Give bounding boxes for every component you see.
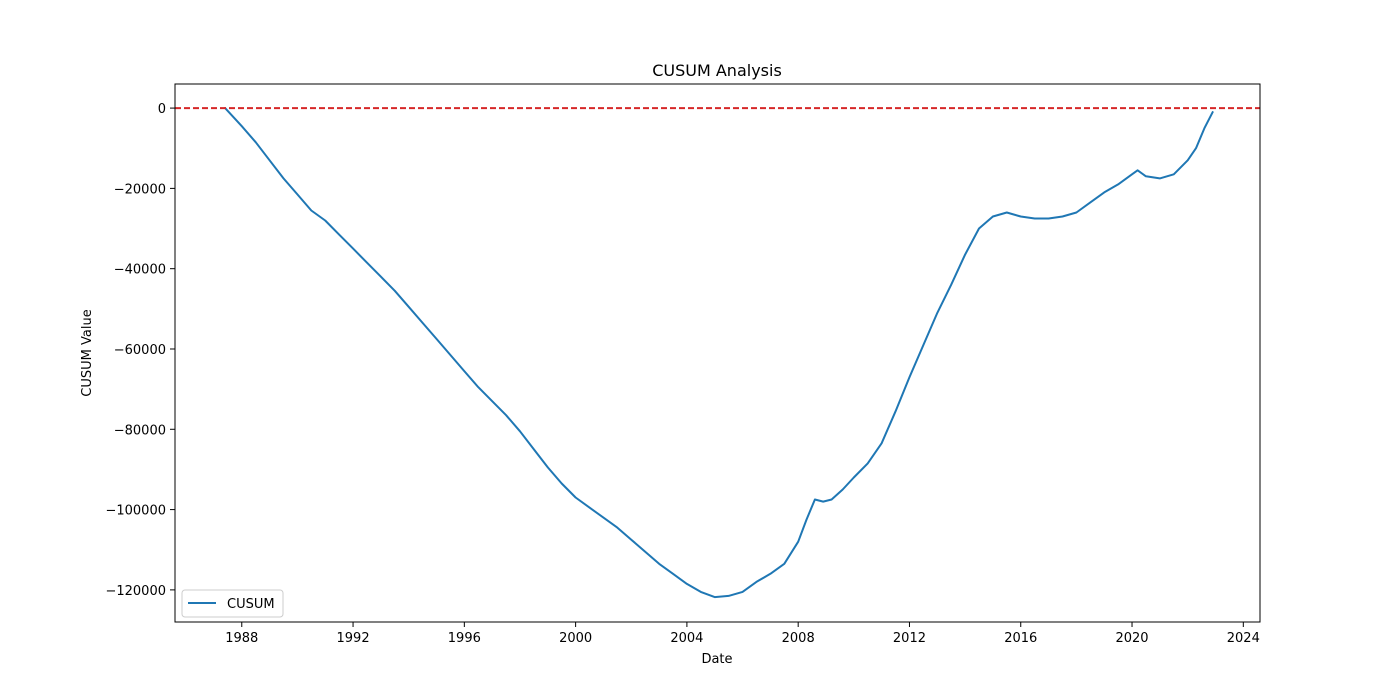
plot-area [175,107,1260,599]
y-tick-label: −40000 [114,263,166,278]
y-tick-label: −20000 [114,182,166,197]
y-tick-label: −60000 [114,343,166,358]
chart-title: CUSUM Analysis [652,61,782,80]
y-tick-label: 0 [158,102,166,117]
x-axis-title: Date [701,652,732,667]
x-tick-label: 2008 [782,631,815,646]
x-tick-label: 2012 [893,631,926,646]
y-axis-title: CUSUM Value [80,309,95,396]
x-tick-label: 1992 [337,631,370,646]
legend-box [181,589,284,618]
x-axis: 1988 1992 1996 2000 2004 2008 2012 2016 2020 2024 [225,622,1260,646]
x-tick-label: 2016 [1004,631,1037,646]
y-tick-label: −100000 [105,504,166,519]
x-tick-label: 2024 [1227,631,1260,646]
x-tick-label: 1988 [225,631,258,646]
x-tick-label: 2000 [559,631,592,646]
legend-label-cusum: CUSUM [227,597,275,612]
series-line-cusum [224,107,1214,599]
x-tick-label: 1996 [448,631,481,646]
legend: CUSUM [181,589,284,618]
y-axis: 0 −20000 −40000 −60000 −80000 −100000 −120000 [105,102,175,599]
plot-frame [174,83,1261,623]
x-tick-label: 2020 [1115,631,1148,646]
x-tick-label: 2004 [670,631,703,646]
y-tick-label: −80000 [114,423,166,438]
y-tick-label: −120000 [105,584,166,599]
